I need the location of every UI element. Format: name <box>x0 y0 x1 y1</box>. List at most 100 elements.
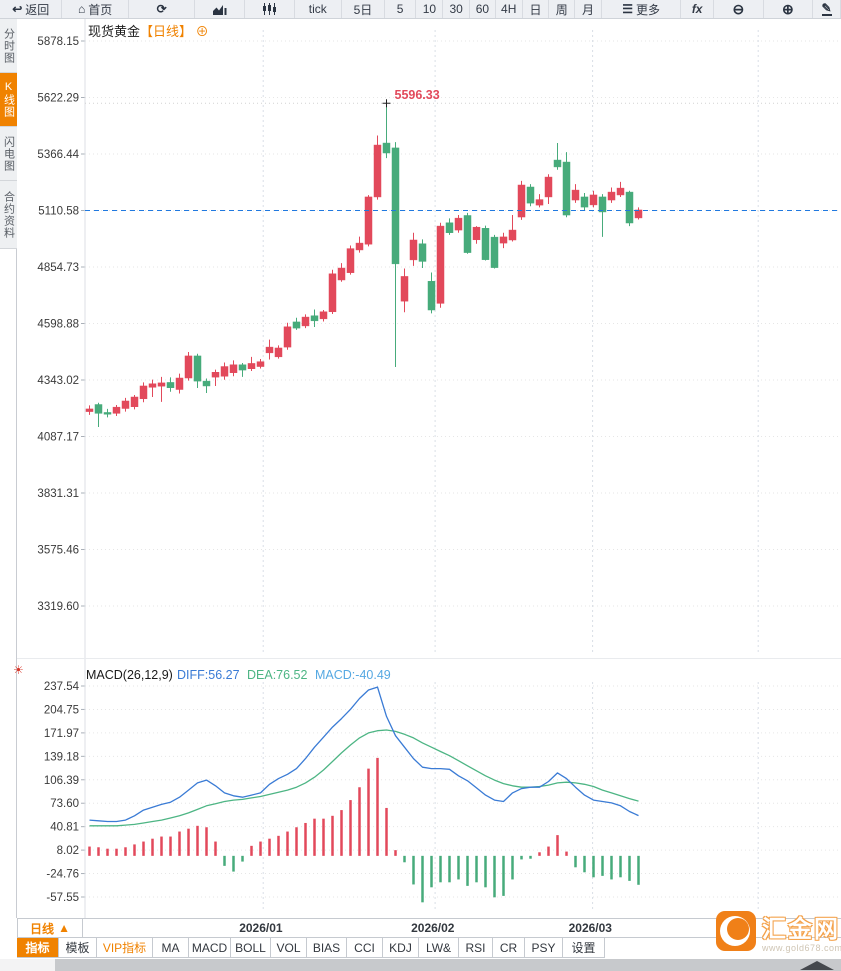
candle-46 <box>490 236 499 268</box>
candle-22 <box>274 347 283 358</box>
toolbar-button-period-60[interactable]: 60 <box>470 0 496 18</box>
price-axis-label: 4087.17 <box>37 431 79 443</box>
candle-51 <box>535 199 544 206</box>
toolbar-button-label: 30 <box>449 2 463 16</box>
candle-60 <box>616 187 625 196</box>
toolbar-button-tick[interactable]: tick <box>295 0 343 18</box>
toolbar-button-label: 返回 <box>25 2 50 17</box>
candle-45 <box>481 228 490 260</box>
toolbar-button-refresh[interactable]: ⟳ <box>129 0 196 18</box>
candle-6 <box>130 396 139 407</box>
sidebar-tab-1[interactable]: 分时图 <box>0 19 17 73</box>
toolbar-button-label: 60 <box>475 2 490 16</box>
indicator-tab-VOL[interactable]: VOL <box>271 938 307 958</box>
indicator-tab-PSY[interactable]: PSY <box>525 938 563 958</box>
x-axis-band: 日线 ▲ 2026/01 2026/02 2026/03 <box>17 918 841 938</box>
scrollbar-thumb[interactable] <box>55 959 841 971</box>
toolbar-button-home[interactable]: ⌂ 首页 <box>62 0 129 18</box>
candle-53 <box>553 159 562 168</box>
toolbar-button-candle-chart[interactable] <box>245 0 295 18</box>
toolbar-button-period-4h[interactable]: 4H <box>496 0 523 18</box>
toolbar-button-zoom-out[interactable]: ⊖ <box>714 0 764 18</box>
instrument-name: 现货黄金 <box>88 24 141 39</box>
toolbar-button-back[interactable]: ↩ 返回 <box>0 0 63 18</box>
indicator-tab-BOLL[interactable]: BOLL <box>231 938 271 958</box>
candle-61 <box>625 191 634 224</box>
indicator-tab-CCI[interactable]: CCI <box>347 938 383 958</box>
macd-axis-label: -57.55 <box>46 892 79 904</box>
toolbar-button-trend-chart[interactable] <box>195 0 245 18</box>
indicator-tab-MACD[interactable]: MACD <box>189 938 231 958</box>
high-price-annotation: 5596.33 <box>395 88 440 102</box>
indicator-tab-指标[interactable]: 指标 <box>17 938 59 958</box>
toolbar-button-zoom-in[interactable]: ⊕ <box>764 0 814 18</box>
candle-15 <box>211 372 220 378</box>
candle-62 <box>634 209 643 219</box>
indicator-tab-LW&[interactable]: LW& <box>419 938 459 958</box>
toolbar-button-label: fx <box>691 2 703 16</box>
price-axis-label: 3575.46 <box>37 544 79 556</box>
add-compare-icon[interactable]: ⊕ <box>195 24 209 39</box>
candle-44 <box>472 226 481 241</box>
indicator-tab-MA[interactable]: MA <box>153 938 189 958</box>
candle-42 <box>454 217 463 231</box>
indicator-tab-BIAS[interactable]: BIAS <box>307 938 347 958</box>
candle-8 <box>148 383 157 388</box>
indicator-tab-RSI[interactable]: RSI <box>459 938 493 958</box>
candle-32 <box>364 196 373 245</box>
price-axis-label: 3319.60 <box>37 601 79 613</box>
macd-axis-label: 204.75 <box>44 704 79 716</box>
sidebar-tab-3[interactable]: 闪电图 <box>0 127 17 181</box>
toolbar-button-period-5[interactable]: 5 <box>385 0 417 18</box>
collapse-panel-arrow-icon[interactable] <box>800 961 834 970</box>
candle-29 <box>337 267 346 281</box>
macd-diff-value: DIFF:56.27 <box>177 668 240 682</box>
candle-57 <box>589 194 598 206</box>
indicator-tab-VIP指标[interactable]: VIP指标 <box>97 938 153 958</box>
indicator-tab-CR[interactable]: CR <box>493 938 525 958</box>
sidebar-tab-2[interactable]: K线图 <box>0 73 17 127</box>
pencil-icon: ✎ <box>821 1 832 16</box>
toolbar-button-label: 更多 <box>635 2 660 17</box>
candle-17 <box>229 364 238 373</box>
candle-2 <box>94 404 103 414</box>
price-axis-label: 5366.44 <box>37 149 79 161</box>
toolbar-button-more[interactable]: ☰ 更多 <box>602 0 682 18</box>
trend-chart-icon <box>212 4 227 15</box>
candle-18 <box>238 364 247 371</box>
menu-icon: ☰ <box>622 2 633 16</box>
toolbar-button-period-day[interactable]: 日 <box>523 0 550 18</box>
toolbar-button-label: 4H <box>501 2 517 16</box>
indicator-tab-KDJ[interactable]: KDJ <box>383 938 419 958</box>
indicator-settings-icon[interactable]: ☀ <box>13 663 24 677</box>
candle-30 <box>346 248 355 273</box>
candle-52 <box>544 176 553 198</box>
indicator-tab-模板[interactable]: 模板 <box>59 938 97 958</box>
toolbar-button-period-10[interactable]: 10 <box>416 0 444 18</box>
indicator-tab-设置[interactable]: 设置 <box>563 938 605 958</box>
period-selector[interactable]: 日线 ▲ <box>17 918 83 938</box>
toolbar-button-label: 10 <box>422 2 437 16</box>
macd-axis-label: 171.97 <box>44 728 79 740</box>
price-axis-label: 3831.31 <box>37 488 79 500</box>
horizontal-scrollbar <box>0 959 841 971</box>
candle-58 <box>598 196 607 213</box>
toolbar-button-fx[interactable]: fx <box>681 0 715 18</box>
macd-axis-label: 237.54 <box>44 681 80 693</box>
candle-1 <box>85 408 94 412</box>
price-axis-label: 4854.73 <box>37 262 79 274</box>
toolbar-button-draw[interactable]: ✎ <box>813 0 841 18</box>
price-axis-label: 5110.58 <box>38 206 79 218</box>
toolbar-button-period-month[interactable]: 月 <box>575 0 602 18</box>
toolbar-button-period-week[interactable]: 周 <box>549 0 576 18</box>
candle-21 <box>265 346 274 354</box>
toolbar-button-period-5d[interactable]: 5日 <box>342 0 385 18</box>
macd-hist-value: MACD:-40.49 <box>315 668 391 682</box>
price-axis-label: 4598.88 <box>37 318 79 330</box>
sidebar-tab-4[interactable]: 合约资料 <box>0 181 17 249</box>
toolbar-button-period-30[interactable]: 30 <box>443 0 471 18</box>
toolbar-button-label: 月 <box>582 2 595 17</box>
period-selector-label: 日线 <box>30 921 55 936</box>
